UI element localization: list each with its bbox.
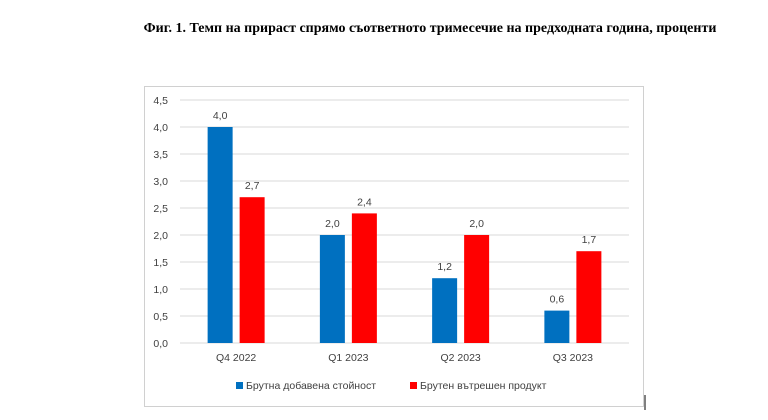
bar-gva	[544, 310, 570, 343]
bar-gva	[207, 127, 233, 343]
y-tick-label: 4,5	[153, 95, 168, 107]
data-label: 1,2	[437, 261, 452, 273]
legend-label: Брутен вътрешен продукт	[420, 380, 547, 392]
bar-gva	[319, 235, 345, 343]
bar-gdp	[464, 235, 490, 343]
bar-gdp	[239, 197, 265, 343]
y-tick-label: 1,0	[153, 284, 168, 296]
data-label: 2,0	[469, 218, 484, 230]
data-label: 2,7	[245, 180, 260, 192]
y-tick-label: 3,0	[153, 176, 168, 188]
legend-swatch	[410, 382, 417, 389]
data-label: 0,6	[550, 294, 565, 306]
x-tick-label: Q3 2023	[553, 352, 593, 364]
bar-gdp	[576, 251, 602, 343]
y-tick-label: 4,0	[153, 122, 168, 134]
data-label: 4,0	[213, 110, 228, 122]
y-tick-label: 2,0	[153, 230, 168, 242]
bar-gdp	[351, 213, 377, 343]
y-tick-label: 3,5	[153, 149, 168, 161]
y-tick-label: 0,5	[153, 311, 168, 323]
chart-title: Фиг. 1. Темп на прираст спрямо съответно…	[143, 21, 717, 36]
chart-frame	[144, 86, 644, 407]
data-label: 2,0	[325, 218, 340, 230]
y-tick-label: 1,5	[153, 257, 168, 269]
data-label: 2,4	[357, 196, 372, 208]
y-tick-label: 0,0	[153, 338, 168, 350]
bar-gva	[432, 278, 458, 343]
legend-swatch	[236, 382, 243, 389]
y-tick-label: 2,5	[153, 203, 168, 215]
x-tick-label: Q2 2023	[440, 352, 480, 364]
x-tick-label: Q4 2022	[216, 352, 256, 364]
x-tick-label: Q1 2023	[328, 352, 368, 364]
data-label: 1,7	[582, 234, 597, 246]
legend-label: Брутна добавена стойност	[246, 380, 376, 392]
